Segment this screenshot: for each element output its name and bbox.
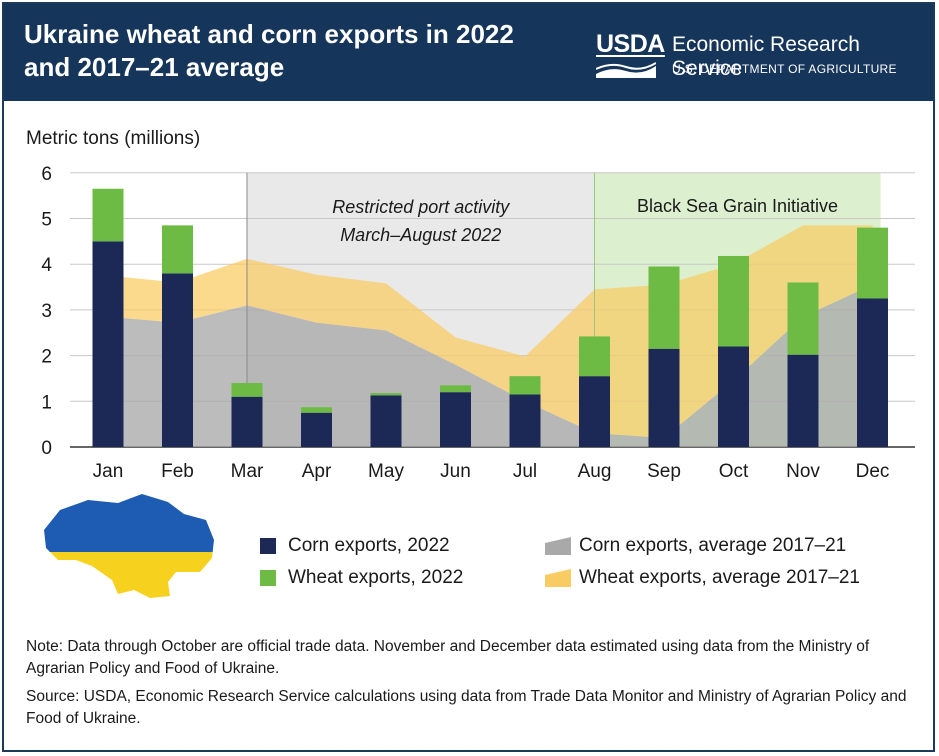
legend-label: Corn exports, average 2017–21	[579, 535, 847, 556]
footnote: Note: Data through October are official …	[26, 638, 870, 677]
region-labels: Restricted port activity March–August 202…	[332, 196, 838, 245]
legend-corn-2022: Corn exports, 2022	[260, 535, 450, 557]
legend-label: Corn exports, 2022	[288, 535, 450, 556]
y-axis-label: Metric tons (millions)	[26, 128, 201, 149]
bar-wheat-2022	[92, 188, 124, 242]
x-tick-label: Jul	[513, 461, 537, 482]
bar-corn-2022	[648, 348, 680, 447]
x-tick-label: Feb	[161, 461, 194, 482]
y-tick-label: 2	[41, 347, 52, 368]
legend-label: Wheat exports, 2022	[288, 567, 464, 588]
bar-wheat-2022	[787, 282, 819, 355]
bar-wheat-2022	[509, 376, 541, 395]
source-note: Source: USDA, Economic Research Service …	[26, 688, 907, 727]
bar-corn-2022	[370, 395, 402, 447]
header-banner: Ukraine wheat and corn exports in 2022 a…	[4, 4, 933, 101]
x-tick-label: Dec	[856, 461, 890, 482]
bar-wheat-2022	[440, 385, 471, 393]
y-tick-label: 4	[41, 255, 52, 276]
region-label-restricted-line1: Restricted port activity	[332, 197, 510, 217]
area-wheat-average	[108, 225, 873, 438]
bar-corn-2022	[162, 273, 193, 447]
area-corn-average	[108, 284, 873, 447]
legend-swatch	[260, 570, 276, 586]
bar-corn-2022	[301, 412, 332, 447]
y-tick-label: 1	[41, 392, 52, 413]
bar-corn-2022	[787, 354, 819, 447]
x-tick-label: Jan	[93, 461, 124, 482]
bar-corn-2022	[579, 376, 610, 447]
x-tick-label: May	[368, 461, 404, 482]
legend-label: Wheat exports, average 2017–21	[579, 567, 860, 588]
bar-wheat-2022	[579, 336, 610, 377]
x-tick-labels: Jan Feb Mar Apr May Jun Jul Aug Sep Oct Nov Dec	[93, 461, 890, 482]
y-tick-label: 5	[41, 210, 52, 231]
x-tick-label: Oct	[719, 461, 749, 482]
bar-wheat-2022	[370, 393, 402, 396]
legend-swatch	[260, 538, 276, 554]
chart-title: Ukraine wheat and corn exports in 2022 a…	[24, 19, 514, 82]
legend-area-swatch	[545, 537, 571, 555]
y-tick-label: 0	[41, 438, 52, 459]
bar-corn-2022	[509, 394, 541, 447]
x-tick-label: Mar	[231, 461, 264, 482]
bar-wheat-2022	[231, 383, 263, 397]
bar-wheat-2022	[857, 227, 888, 299]
region-label-grain-initiative: Black Sea Grain Initiative	[637, 196, 838, 216]
x-tick-label: Apr	[302, 461, 332, 482]
x-tick-label: Jun	[440, 461, 471, 482]
usda-logo-waves-icon	[596, 62, 656, 78]
average-areas	[108, 225, 873, 447]
y-tick-label: 6	[41, 164, 52, 185]
bar-corn-2022	[231, 396, 263, 447]
region-label-restricted-line2: March–August 2022	[340, 225, 501, 245]
legend-wheat-2022: Wheat exports, 2022	[260, 567, 463, 589]
bar-corn-2022	[92, 241, 124, 447]
bar-wheat-2022	[301, 407, 332, 413]
bar-wheat-2022	[648, 266, 680, 349]
x-tick-label: Sep	[647, 461, 681, 482]
bars-2022	[92, 188, 888, 447]
y-tick-label: 3	[41, 301, 52, 322]
ukraine-map-icon	[44, 494, 214, 598]
agency-name: Economic Research Service	[672, 33, 860, 80]
bar-corn-2022	[440, 392, 471, 447]
bar-wheat-2022	[718, 255, 749, 347]
y-tick-labels: 0 1 2 3 4 5 6	[41, 164, 52, 459]
bar-corn-2022	[718, 346, 749, 447]
x-tick-label: Nov	[786, 461, 820, 482]
legend-corn-avg: Corn exports, average 2017–21	[545, 535, 846, 557]
legend-wheat-avg: Wheat exports, average 2017–21	[545, 567, 860, 589]
department-name: U.S. DEPARTMENT OF AGRICULTURE	[672, 62, 897, 76]
legend-area-swatch	[545, 569, 571, 587]
bar-wheat-2022	[162, 225, 193, 274]
usda-logo: USDA	[596, 30, 665, 58]
bar-corn-2022	[857, 298, 888, 447]
x-tick-label: Aug	[578, 461, 612, 482]
